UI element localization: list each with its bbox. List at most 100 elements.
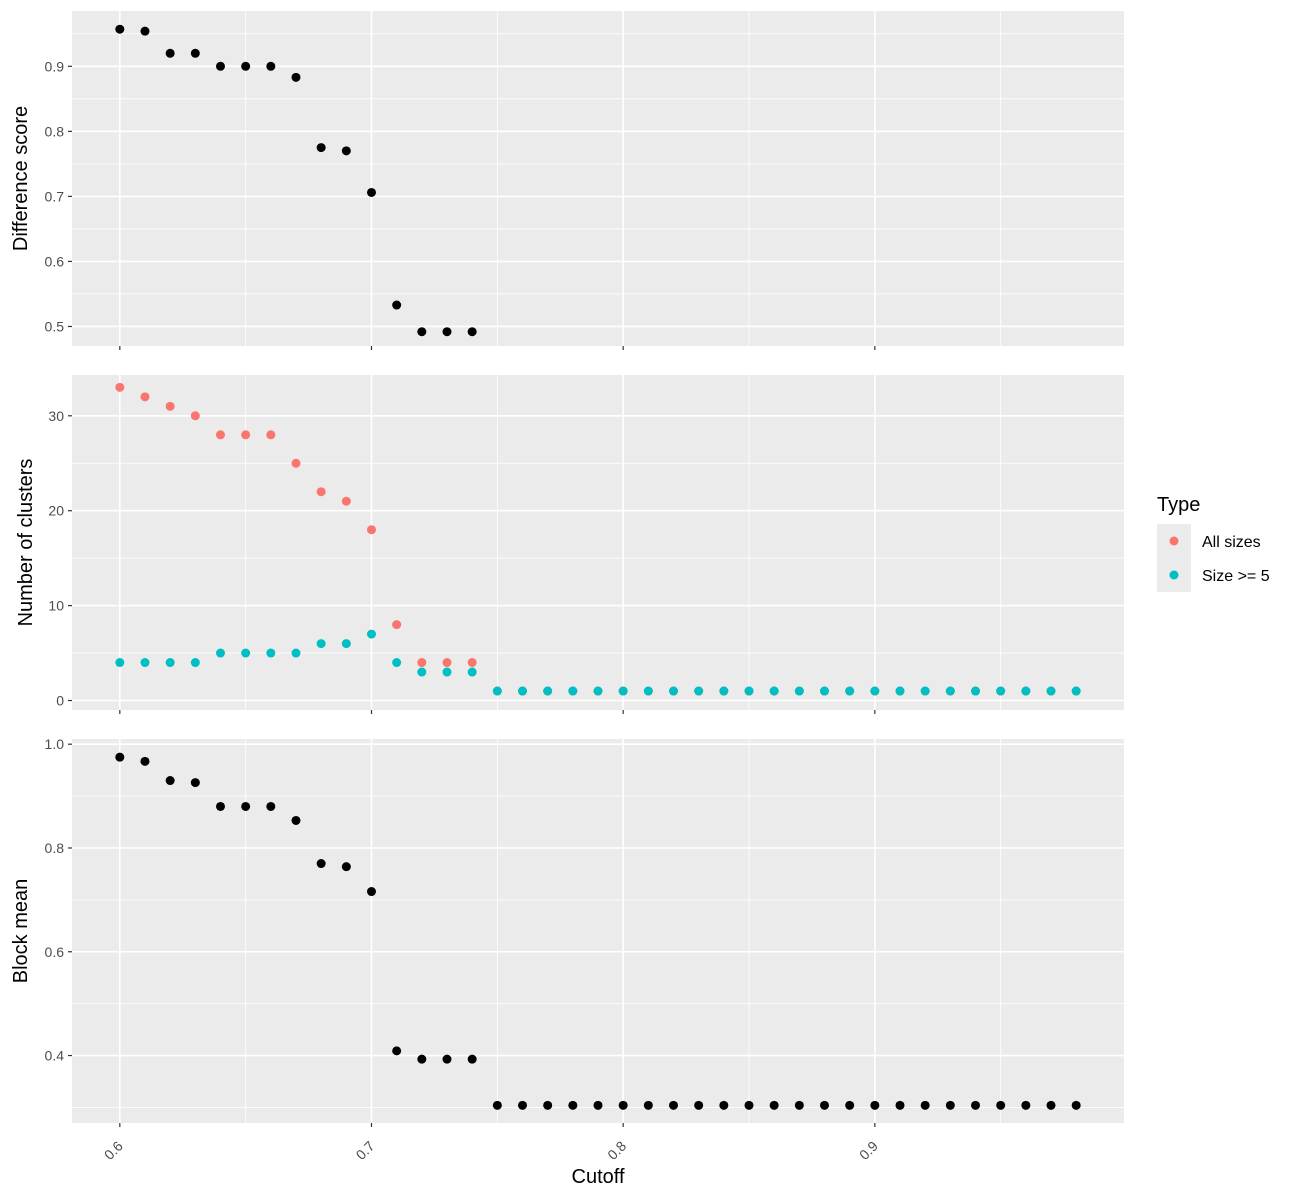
y-axis-title: Block mean bbox=[10, 879, 32, 984]
data-point bbox=[316, 487, 326, 497]
data-point bbox=[115, 752, 125, 762]
y-tick-label: 0.8 bbox=[45, 123, 65, 139]
y-tick-label: 0.8 bbox=[45, 840, 65, 856]
legend-label-size-ge-5: Size >= 5 bbox=[1202, 568, 1270, 585]
data-point bbox=[417, 1054, 427, 1064]
data-point bbox=[190, 411, 200, 421]
data-point bbox=[794, 686, 804, 696]
data-point bbox=[1046, 686, 1056, 696]
data-point bbox=[190, 778, 200, 788]
data-point bbox=[266, 61, 276, 71]
y-axis-title: Number of clusters bbox=[15, 459, 37, 627]
x-tick-label: 0.9 bbox=[856, 1138, 881, 1163]
data-point bbox=[366, 187, 376, 197]
legend-key-all-sizes bbox=[1169, 536, 1179, 546]
data-point bbox=[392, 1046, 402, 1056]
data-point bbox=[241, 430, 251, 440]
data-point bbox=[694, 1100, 704, 1110]
y-tick-label: 0.7 bbox=[45, 188, 65, 204]
data-point bbox=[1021, 1100, 1031, 1110]
data-point bbox=[140, 26, 150, 36]
legend-key-size-ge-5 bbox=[1169, 570, 1179, 580]
data-point bbox=[392, 300, 402, 310]
panel-3: 0.4 0.6 0.8 1.0 Block mean bbox=[10, 736, 1124, 1127]
data-point bbox=[417, 667, 427, 677]
data-point bbox=[1046, 1100, 1056, 1110]
data-point bbox=[618, 1100, 628, 1110]
data-point bbox=[492, 686, 502, 696]
data-point bbox=[266, 430, 276, 440]
data-point bbox=[341, 639, 351, 649]
x-tick-label: 0.8 bbox=[604, 1138, 629, 1163]
legend-title: Type bbox=[1157, 494, 1200, 516]
series-1-1 bbox=[115, 24, 477, 337]
series-2-2 bbox=[115, 629, 1081, 696]
data-point bbox=[870, 686, 880, 696]
data-point bbox=[971, 1100, 981, 1110]
y-tick-label: 0.5 bbox=[45, 318, 65, 334]
data-point bbox=[1071, 686, 1081, 696]
data-point bbox=[241, 801, 251, 811]
x-tick-labels: 0.6 0.7 0.8 0.9 bbox=[101, 1138, 881, 1163]
data-point bbox=[744, 1100, 754, 1110]
data-point bbox=[820, 1100, 830, 1110]
panel-2: 0 10 20 30 Number of clusters bbox=[15, 375, 1124, 714]
y-tick-label: 0 bbox=[56, 693, 64, 709]
data-point bbox=[845, 686, 855, 696]
data-point bbox=[945, 686, 955, 696]
data-point bbox=[895, 1100, 905, 1110]
legend: Type All sizes Size >= 5 bbox=[1157, 494, 1270, 592]
data-point bbox=[291, 458, 301, 468]
data-point bbox=[341, 496, 351, 506]
data-point bbox=[543, 1100, 553, 1110]
data-point bbox=[291, 815, 301, 825]
data-point bbox=[442, 667, 452, 677]
data-point bbox=[190, 658, 200, 668]
data-point bbox=[996, 1100, 1006, 1110]
data-point bbox=[492, 1100, 502, 1110]
data-point bbox=[140, 658, 150, 668]
data-point bbox=[115, 382, 125, 392]
data-point bbox=[920, 1100, 930, 1110]
data-point bbox=[190, 48, 200, 58]
data-point bbox=[467, 658, 477, 668]
data-point bbox=[291, 648, 301, 658]
y-tick-label: 30 bbox=[48, 408, 64, 424]
data-point bbox=[215, 61, 225, 71]
x-tick-label: 0.6 bbox=[101, 1138, 126, 1163]
panel-1: 0.5 0.6 0.7 0.8 0.9 Difference score bbox=[10, 11, 1124, 350]
data-point bbox=[442, 327, 452, 337]
data-point bbox=[165, 776, 175, 786]
y-tick-label: 10 bbox=[48, 598, 64, 614]
data-point bbox=[593, 686, 603, 696]
panel-background bbox=[72, 375, 1124, 710]
data-point bbox=[719, 1100, 729, 1110]
legend-label-all-sizes: All sizes bbox=[1202, 534, 1261, 551]
data-point bbox=[266, 801, 276, 811]
data-point bbox=[165, 401, 175, 411]
data-point bbox=[165, 658, 175, 668]
data-point bbox=[316, 639, 326, 649]
data-point bbox=[870, 1100, 880, 1110]
data-point bbox=[316, 143, 326, 153]
data-point bbox=[215, 430, 225, 440]
data-point bbox=[568, 1100, 578, 1110]
data-point bbox=[543, 686, 553, 696]
data-point bbox=[215, 648, 225, 658]
data-point bbox=[115, 658, 125, 668]
x-tick-label: 0.7 bbox=[353, 1138, 378, 1163]
data-point bbox=[442, 1054, 452, 1064]
data-point bbox=[140, 756, 150, 766]
data-point bbox=[744, 686, 754, 696]
data-point bbox=[945, 1100, 955, 1110]
data-point bbox=[820, 686, 830, 696]
data-point bbox=[467, 667, 477, 677]
data-point bbox=[1021, 686, 1031, 696]
data-point bbox=[366, 887, 376, 897]
panel-background bbox=[72, 739, 1124, 1123]
data-point bbox=[215, 801, 225, 811]
data-point bbox=[694, 686, 704, 696]
data-point bbox=[392, 658, 402, 668]
data-point bbox=[517, 686, 527, 696]
data-point bbox=[467, 1054, 477, 1064]
